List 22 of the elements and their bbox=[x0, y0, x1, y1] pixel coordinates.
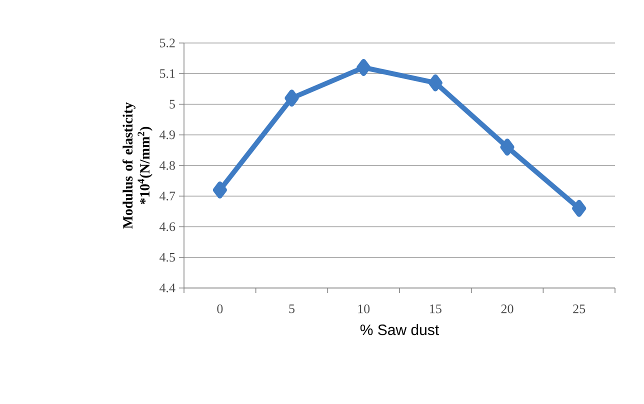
point bbox=[284, 90, 299, 107]
y-tick-label: 4.8 bbox=[159, 161, 175, 170]
point bbox=[356, 59, 371, 76]
y-tick-label: 5.2 bbox=[160, 38, 175, 48]
point bbox=[500, 138, 514, 156]
x-tick-label: 0 bbox=[217, 304, 223, 314]
x-tick-label: 25 bbox=[573, 304, 586, 314]
x-tick-label: 10 bbox=[358, 304, 370, 314]
y-tick-label: 4.7 bbox=[159, 192, 176, 200]
y-tick-label: 4.6 bbox=[159, 222, 176, 232]
y-tick-label: 5.1 bbox=[160, 69, 175, 78]
y-tick-label: 4.5 bbox=[159, 253, 175, 262]
y-tick-label: 5 bbox=[170, 100, 175, 109]
point bbox=[428, 74, 442, 92]
x-tick-label: 5 bbox=[289, 304, 294, 314]
point bbox=[572, 200, 586, 217]
y-tick-label: 4.4 bbox=[159, 284, 176, 292]
x-tick-label: 20 bbox=[501, 304, 514, 314]
point bbox=[212, 182, 227, 198]
x-axis-title: % Saw dust bbox=[360, 324, 439, 336]
y-tick-label: 4.9 bbox=[159, 130, 175, 140]
x-tick-label: 15 bbox=[430, 304, 442, 314]
